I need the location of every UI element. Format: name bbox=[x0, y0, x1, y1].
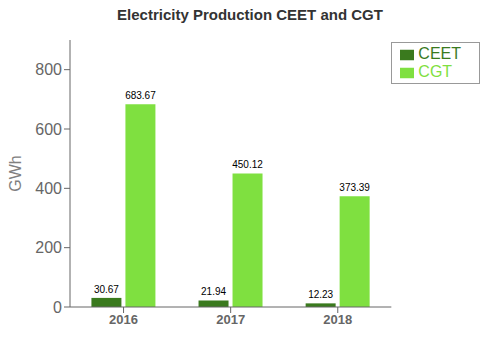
html-text:Electricity Production CEET an: Electricity Production CEET and CGT bbox=[117, 6, 383, 23]
svg-text:30.67: 30.67 bbox=[94, 284, 119, 295]
svg-text:600: 600 bbox=[35, 121, 62, 138]
svg-text:GWh: GWh bbox=[8, 155, 24, 191]
svg-text:2017: 2017 bbox=[216, 312, 245, 327]
svg-text:683.67: 683.67 bbox=[125, 90, 156, 101]
svg-text:2016: 2016 bbox=[109, 312, 138, 327]
svg-text:12.23: 12.23 bbox=[308, 289, 333, 300]
svg-text:0: 0 bbox=[53, 299, 62, 316]
svg-text:373.39: 373.39 bbox=[339, 182, 370, 193]
svg-text:200: 200 bbox=[35, 239, 62, 256]
svg-text:400: 400 bbox=[35, 180, 62, 197]
html-text:CEET: CEET bbox=[418, 45, 461, 62]
svg-text:800: 800 bbox=[35, 61, 62, 78]
svg-text:21.94: 21.94 bbox=[201, 286, 226, 297]
html-text:CGT: CGT bbox=[418, 63, 453, 80]
svg-text:2018: 2018 bbox=[323, 312, 352, 327]
svg-text:450.12: 450.12 bbox=[232, 159, 263, 170]
